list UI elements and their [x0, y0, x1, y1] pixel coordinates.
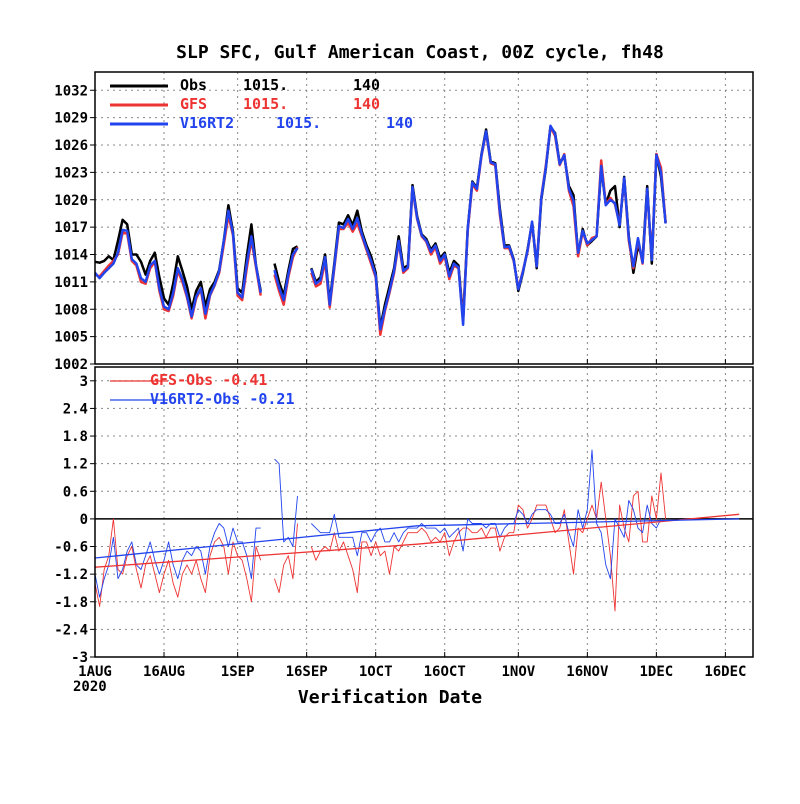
- y-tick-label: -1.8: [54, 595, 88, 611]
- series-v16rt2: [310, 124, 667, 331]
- x-year-label: 2020: [73, 679, 107, 695]
- legend-label: Obs: [180, 76, 207, 94]
- mean-line-v16rt2-obs-mean: [94, 518, 740, 559]
- x-axis-title: Verification Date: [298, 687, 482, 708]
- series-gfs: [310, 125, 667, 337]
- y-tick-label: 1.8: [63, 429, 88, 445]
- y-tick-label: 1005: [54, 330, 88, 346]
- y-tick-label: 1.2: [63, 457, 88, 473]
- y-tick-label: -3: [71, 650, 88, 666]
- y-tick-label: 1002: [54, 357, 88, 373]
- legend-label: V16RT2: [180, 114, 234, 132]
- y-tick-label: -0.6: [54, 540, 88, 556]
- top-panel: 1002 1005 1008 1011 1014 1017 1020 1023 1026 1029…: [54, 71, 754, 373]
- legend-count: 140: [386, 114, 413, 132]
- series-gfs-obs: [94, 518, 262, 607]
- legend-label: GFS-Obs -0.41: [150, 371, 267, 389]
- series-gfs-obs: [274, 523, 298, 594]
- x-tick-label: 16SEP: [286, 664, 328, 680]
- x-tick-label: 1AUG: [78, 664, 112, 680]
- y-tick-label: 1032: [54, 83, 88, 99]
- legend-label: GFS: [180, 95, 207, 113]
- series-v16rt2-obs: [94, 523, 261, 598]
- mean-line-gfs-obs-mean: [94, 513, 740, 568]
- x-tick-label: 16NOV: [566, 664, 609, 680]
- y-tick-label: -2.4: [54, 622, 88, 638]
- legend-count: 140: [353, 76, 380, 94]
- y-tick-label: 1026: [54, 138, 88, 154]
- legend-count: 140: [353, 95, 380, 113]
- y-tick-label: 0.6: [63, 484, 88, 500]
- legend-mean: 1015.: [243, 95, 288, 113]
- legend-label: V16RT2-Obs -0.21: [150, 390, 295, 408]
- y-tick-label: 3: [80, 374, 88, 390]
- chart-title: SLP SFC, Gulf American Coast, 00Z cycle,…: [176, 42, 664, 63]
- bottom-panel: -3 -2.4 -1.8 -1.2 -0.6 0 0.6 1.2 1.8 2.4 3 GFS-Obs …: [54, 366, 754, 708]
- y-tick-label: 1020: [54, 193, 88, 209]
- panel-frame: [94, 71, 754, 365]
- panel-frame: [94, 366, 754, 658]
- y-tick-label: 1023: [54, 165, 88, 181]
- series-v16rt2: [273, 247, 299, 302]
- y-tick-label: -1.2: [54, 567, 88, 583]
- y-tick-label: 1017: [54, 220, 88, 236]
- x-tick-label: 1NOV: [501, 664, 535, 680]
- x-tick-label: 1SEP: [221, 664, 255, 680]
- legend-mean: 1015.: [243, 76, 288, 94]
- y-tick-label: 2.4: [63, 401, 88, 417]
- legend-mean: 1015.: [276, 114, 321, 132]
- series-gfs-obs: [310, 472, 667, 612]
- x-tick-label: 16AUG: [143, 664, 185, 680]
- legend: Obs 1015. 140 GFS 1015. 140 V16RT2 1015. 140: [110, 76, 413, 132]
- series-v16rt2-obs: [310, 449, 662, 580]
- series-v16rt2-obs: [274, 458, 298, 547]
- y-tick-label: 0: [80, 512, 88, 528]
- y-tick-label: 1029: [54, 111, 88, 127]
- y-tick-label: 1014: [54, 248, 88, 264]
- y-tick-label: 1008: [54, 302, 88, 318]
- x-tick-label: 1OCT: [359, 664, 393, 680]
- series-v16rt2: [94, 209, 262, 318]
- x-tick-label: 16OCT: [424, 664, 466, 680]
- x-tick-label: 16DEC: [704, 664, 746, 680]
- y-tick-label: 1011: [54, 275, 88, 291]
- x-tick-label: 1DEC: [640, 664, 674, 680]
